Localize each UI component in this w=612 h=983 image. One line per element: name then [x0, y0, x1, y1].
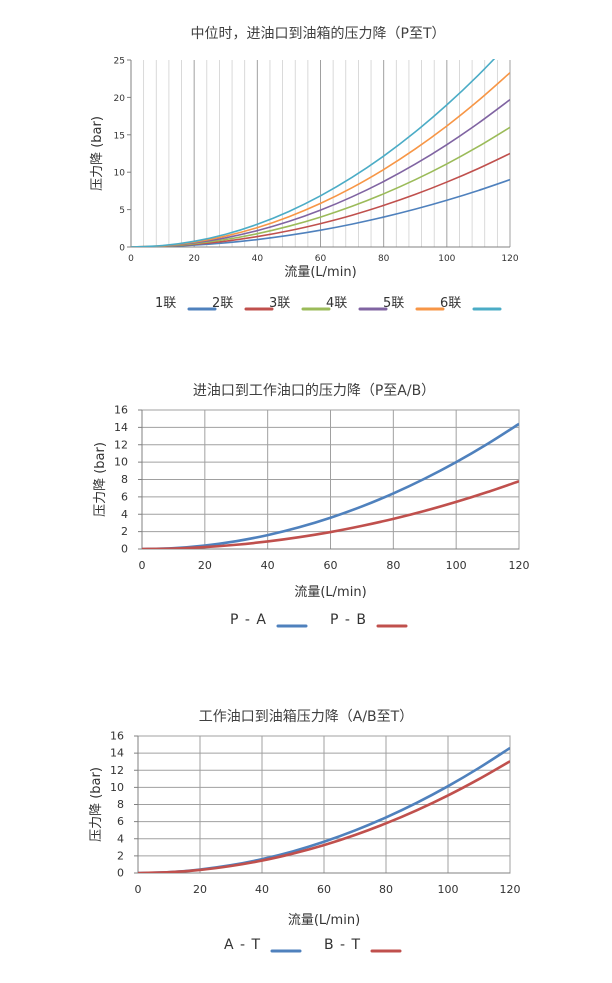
- chart3-y-tick-label: 10: [110, 781, 124, 794]
- chart1-x-tick-label: 80: [378, 254, 390, 264]
- chart1-legend-label-2: 2联: [212, 296, 233, 311]
- chart1-y-tick-label: 5: [119, 206, 125, 216]
- chart3-x-tick-label: 100: [438, 883, 459, 896]
- chart3-y-tick-label: 16: [110, 730, 124, 743]
- chart1-legend-label-6: 6联: [440, 296, 461, 311]
- chart1-y-tick-label: 25: [114, 57, 125, 67]
- chart2-y-axis-title: 压力降 (bar): [93, 442, 108, 517]
- chart2-group: 进油口到工作油口的压力降（P至A/B） 0 2 4 6 8 10 12 14 16 0 20 40 60 8…: [93, 383, 530, 628]
- chart3-series-line-2: [138, 760, 510, 873]
- chart1-series-line-6: [131, 59, 496, 247]
- chart3-y-tick-label: 14: [110, 747, 124, 760]
- chart2-y-tick-label: 0: [121, 543, 128, 556]
- chart1-legend-label-5: 5联: [383, 296, 404, 311]
- chart1-y-axis-title: 压力降 (bar): [90, 116, 105, 191]
- chart3-x-tick-label: 0: [135, 883, 142, 896]
- chart2-title: 进油口到工作油口的压力降（P至A/B）: [193, 383, 435, 399]
- chart3-y-tick-label: 2: [117, 849, 124, 862]
- chart1-y-tick-label: 15: [114, 131, 125, 141]
- chart3-y-tick-label: 8: [117, 798, 124, 811]
- chart3-y-tick-label: 0: [117, 867, 124, 880]
- chart1-legend-label-4: 4联: [326, 296, 347, 311]
- chart1-x-tick-label: 60: [315, 254, 327, 264]
- chart3-y-tick-label: 6: [117, 815, 124, 828]
- chart2-x-tick-label: 100: [446, 559, 467, 572]
- chart1-x-tick-label: 0: [128, 254, 134, 264]
- chart2-y-tick-label: 12: [114, 438, 128, 451]
- chart2-x-tick-label: 0: [139, 559, 146, 572]
- chart3-x-tick-label: 40: [255, 883, 269, 896]
- chart1-legend-label-1: 1联: [155, 296, 176, 311]
- chart2-x-tick-label: 40: [261, 559, 275, 572]
- chart1-legend-label-3: 3联: [269, 296, 290, 311]
- chart1-y-tick-label: 20: [114, 94, 126, 104]
- chart2-y-tick-label: 10: [114, 456, 128, 469]
- chart2-y-tick-label: 6: [121, 490, 128, 503]
- chart2-legend-label-2: P - B: [330, 612, 367, 628]
- chart1-y-tick-label: 0: [119, 244, 125, 254]
- chart3-group: 工作油口到油箱压力降（A/B至T） 0 2 4 6 8 10 12 14 16 0 20 40 60 80 1…: [89, 709, 521, 953]
- chart3-x-tick-label: 60: [317, 883, 331, 896]
- chart2-x-tick-label: 120: [509, 559, 530, 572]
- chart2-x-tick-label: 60: [324, 559, 338, 572]
- chart2-y-tick-label: 8: [121, 473, 128, 486]
- chart1-series-line-5: [131, 72, 510, 247]
- chart2-series-line-1: [142, 422, 519, 549]
- chart1-x-tick-label: 100: [438, 254, 455, 264]
- chart3-y-tick-label: 4: [117, 832, 124, 845]
- chart2-x-tick-label: 80: [386, 559, 400, 572]
- chart1-title: 中位时，进油口到油箱的压力降（P至T）: [191, 26, 446, 42]
- chart1-x-tick-label: 40: [252, 254, 264, 264]
- chart1-y-tick-label: 10: [114, 169, 126, 179]
- chart2-x-axis-title: 流量(L/min): [294, 585, 366, 600]
- chart1-x-axis-title: 流量(L/min): [284, 265, 356, 280]
- chart3-y-axis-title: 压力降 (bar): [89, 767, 104, 842]
- chart2-series-line-2: [142, 480, 519, 549]
- chart1-group: 中位时，进油口到油箱的压力降（P至T） 0 5 10 15 20 25 0 20 40 60 80 10…: [90, 26, 519, 311]
- chart2-x-tick-label: 20: [198, 559, 212, 572]
- chart3-x-tick-label: 20: [193, 883, 207, 896]
- chart3-legend-label-2: B - T: [324, 937, 361, 953]
- chart3-x-tick-label: 80: [379, 883, 393, 896]
- chart1-x-tick-label: 120: [501, 254, 518, 264]
- chart3-legend-label-1: A - T: [224, 937, 261, 953]
- chart1-legend: 1联 2联 3联 4联 5联 6联: [155, 296, 502, 311]
- chart1-series-line-3: [131, 126, 510, 247]
- chart2-y-tick-label: 4: [121, 508, 128, 521]
- chart3-title: 工作油口到油箱压力降（A/B至T）: [199, 709, 413, 725]
- chart2-y-tick-label: 16: [114, 404, 128, 417]
- chart3-y-tick-label: 12: [110, 764, 124, 777]
- chart2-legend-label-1: P - A: [230, 612, 267, 628]
- chart2-y-tick-label: 2: [121, 525, 128, 538]
- chart3-x-axis-title: 流量(L/min): [288, 913, 360, 928]
- chart1-x-tick-label: 20: [188, 254, 200, 264]
- chart3-x-tick-label: 120: [500, 883, 521, 896]
- chart2-y-tick-label: 14: [114, 421, 128, 434]
